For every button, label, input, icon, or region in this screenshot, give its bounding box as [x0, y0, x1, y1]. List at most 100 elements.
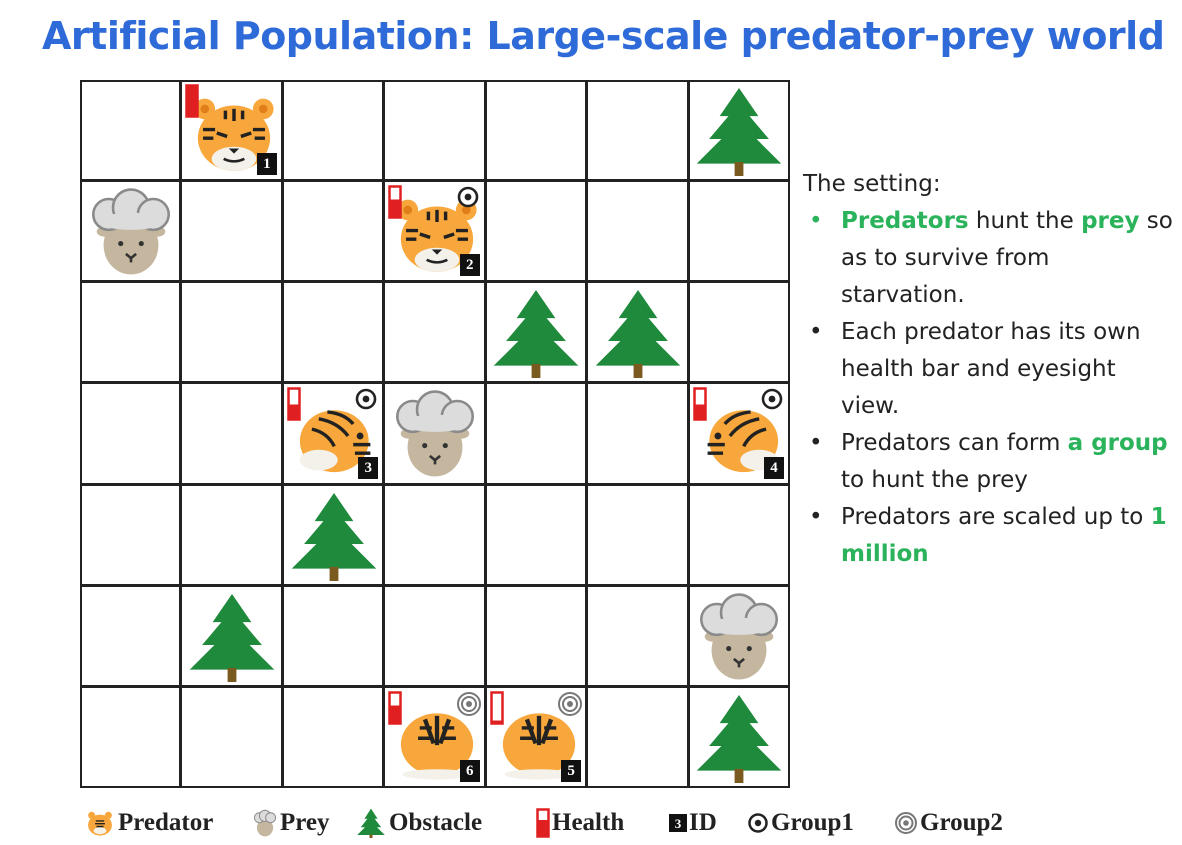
- grid-cell: [586, 180, 689, 283]
- setting-bullets: • Predators hunt the prey so as to surviv…: [803, 203, 1173, 573]
- grid-cell: [586, 483, 689, 586]
- group2-marker-icon: [557, 691, 583, 721]
- health-bar-icon: [536, 808, 550, 838]
- sheep-prey-icon: [696, 592, 782, 686]
- highlight-text: Predators: [841, 208, 969, 234]
- grid-cell: [80, 382, 182, 485]
- bullet-text: Predators can form: [841, 430, 1068, 456]
- grid-cell: [383, 80, 486, 182]
- grid-cell: [180, 80, 283, 182]
- id-badge: 5: [561, 760, 582, 782]
- group1-marker-icon: [456, 185, 480, 213]
- grid-cell: [180, 281, 283, 384]
- health-bar: [388, 691, 403, 729]
- bullet-dot: •: [809, 208, 823, 234]
- id-badge: 1: [256, 153, 277, 176]
- bullet-dot: •: [809, 319, 823, 345]
- tree-obstacle-icon: [185, 593, 279, 686]
- setting-bullet: • Each predator has its own health bar an…: [803, 314, 1173, 425]
- id-badge-icon: 3: [669, 814, 687, 832]
- grid-cell: [687, 281, 790, 384]
- bullet-text: Each predator has its own health bar and…: [841, 319, 1141, 419]
- grid-cell: [180, 685, 283, 788]
- grid-cell: [383, 281, 486, 384]
- setting-heading: The setting:: [803, 171, 941, 197]
- grid-cell: [180, 382, 283, 485]
- tree-obstacle-icon: [692, 88, 786, 180]
- health-bar: [692, 387, 707, 425]
- grid-cell: [80, 80, 182, 182]
- sheep-prey-icon: [392, 389, 478, 483]
- bullet-text: Predators are scaled up to: [841, 504, 1151, 530]
- legend-group2-label: Group2: [920, 809, 1003, 836]
- grid-cell: [281, 584, 385, 687]
- grid-cell: [281, 281, 385, 384]
- grid-cell: [687, 180, 790, 283]
- grid-cell: [687, 483, 790, 586]
- grid-cell: [687, 685, 790, 788]
- bullet-text: to hunt the prey: [841, 467, 1028, 493]
- grid-cell: [80, 483, 182, 586]
- bullet-text: hunt the: [968, 208, 1082, 234]
- grid-cell: [383, 685, 486, 788]
- tiger-predator-icon: [496, 697, 582, 787]
- health-bar: [489, 691, 504, 729]
- legend-id: 3 ID: [669, 804, 717, 842]
- grid-cell: [383, 483, 486, 586]
- grid-cell: [281, 382, 385, 485]
- grid-cell: [586, 281, 689, 384]
- page-title: Artificial Population: Large-scale preda…: [42, 14, 1165, 58]
- grid-cell: [586, 80, 689, 182]
- grid-cell: [80, 281, 182, 384]
- grid-cell: [281, 483, 385, 586]
- grid-cell: [80, 584, 182, 687]
- legend-group1-label: Group1: [771, 809, 854, 836]
- tree-obstacle-icon: [591, 290, 685, 382]
- legend-obstacle-label: Obstacle: [389, 809, 483, 836]
- tree-icon: [357, 808, 385, 838]
- legend-id-label: ID: [689, 809, 717, 836]
- grid-cell: [80, 685, 182, 788]
- group2-marker-icon: [456, 691, 482, 721]
- tree-obstacle-icon: [287, 492, 381, 585]
- grid-cell: [484, 584, 588, 687]
- group1-marker-icon: [354, 387, 378, 415]
- legend-obstacle: Obstacle: [355, 804, 482, 842]
- health-bar: [388, 185, 403, 223]
- sheep-icon: [253, 809, 277, 837]
- sheep-prey-icon: [88, 187, 174, 281]
- grid-cell: [383, 584, 486, 687]
- legend-health-label: Health: [552, 809, 625, 836]
- tree-obstacle-icon: [489, 290, 583, 382]
- setting-bullet: • Predators are scaled up to 1 million: [803, 499, 1173, 573]
- grid-cell: [586, 584, 689, 687]
- id-badge: 4: [764, 456, 784, 479]
- id-badge: 3: [358, 456, 379, 479]
- legend-predator: Predator: [84, 804, 213, 842]
- group2-icon: [895, 812, 917, 834]
- grid-cell: [281, 180, 385, 283]
- tree-obstacle-icon: [692, 694, 786, 787]
- bullet-text: so as to survive from starvation.: [841, 208, 1173, 308]
- legend-group1: Group1: [747, 804, 854, 842]
- grid-cell: [687, 382, 790, 485]
- grid-world: 1 2 3 4 6 5: [80, 80, 790, 788]
- grid-cell: [180, 584, 283, 687]
- grid-cell: [484, 483, 588, 586]
- tiger-predator-icon: [293, 393, 379, 483]
- highlight-text: a group: [1067, 430, 1168, 456]
- tiger-predator-icon: [394, 697, 480, 787]
- grid-cell: [383, 382, 486, 485]
- grid-cell: [383, 180, 486, 283]
- group1-marker-icon: [760, 387, 784, 415]
- bullet-dot: •: [809, 430, 823, 456]
- setting-panel: The setting: • Predators hunt the prey so…: [803, 166, 1173, 573]
- legend-predator-label: Predator: [118, 809, 214, 836]
- grid-cell: [80, 180, 182, 283]
- legend-prey-label: Prey: [280, 809, 330, 836]
- bullet-dot: •: [809, 504, 823, 530]
- grid-cell: [281, 80, 385, 182]
- legend-health: Health: [536, 804, 624, 842]
- grid-cell: [281, 685, 385, 788]
- legend-group2: Group2: [894, 804, 1003, 842]
